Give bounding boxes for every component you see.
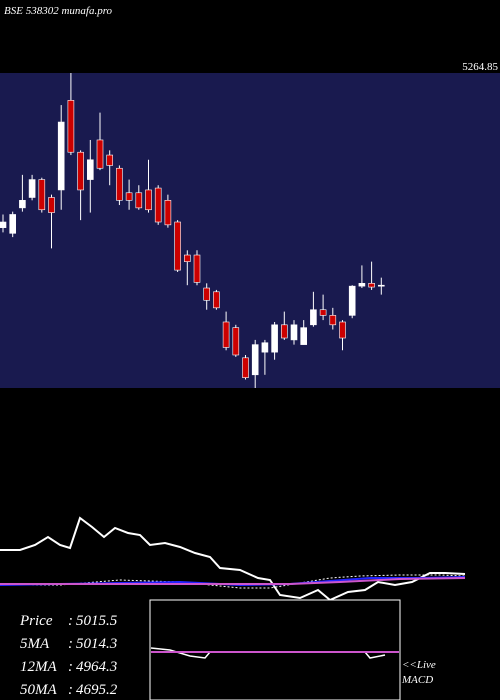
candle-body: [164, 200, 172, 226]
candle-body: [310, 309, 317, 326]
candle-body: [174, 221, 181, 271]
info-sep: :: [68, 659, 73, 675]
chart-title: BSE 538302 munafa.pro: [4, 5, 113, 17]
info-label: 12MA: [20, 659, 57, 675]
info-value: 4695.2: [76, 682, 118, 698]
macd-label: <<Live: [402, 659, 436, 671]
candle-body: [232, 327, 240, 356]
info-sep: :: [68, 636, 73, 652]
candle-body: [57, 121, 65, 191]
info-sep: :: [68, 613, 73, 629]
candle-body: [290, 324, 298, 341]
candle-body: [9, 214, 16, 234]
price-label: 5264.85: [462, 61, 498, 73]
candle-body: [280, 324, 288, 339]
candle-body: [261, 342, 269, 353]
candle-body: [368, 283, 375, 288]
candle-body: [193, 254, 201, 283]
candle-body: [0, 221, 7, 228]
indicator-line: [0, 516, 466, 602]
candle-body: [48, 197, 55, 213]
candle-body: [271, 324, 278, 353]
candle-body: [106, 154, 113, 166]
candle-body: [87, 159, 94, 180]
candle-body: [319, 309, 327, 316]
candle-body: [28, 179, 36, 198]
candle-body: [125, 192, 133, 201]
macd-box: [149, 599, 401, 700]
candle-body: [339, 321, 346, 339]
ma-line: [0, 577, 466, 585]
candle-body: [251, 344, 259, 376]
candle-body: [377, 284, 385, 287]
price-panel: [0, 73, 500, 388]
info-label: 5MA: [20, 636, 50, 652]
info-sep: :: [68, 682, 73, 698]
candle-body: [38, 179, 46, 211]
macd-title: MACD: [401, 674, 433, 686]
candle-body: [348, 285, 356, 316]
info-value: 5015.5: [76, 613, 118, 629]
info-label: Price: [19, 613, 53, 629]
candle-body: [213, 291, 220, 309]
info-label: 50MA: [20, 682, 57, 698]
candle-body: [145, 189, 152, 211]
candle-body: [19, 200, 26, 209]
candle-body: [154, 187, 162, 223]
candle-body: [67, 100, 75, 153]
candle-body: [96, 139, 104, 169]
info-value: 5014.3: [76, 636, 117, 652]
candle-body: [242, 357, 249, 378]
info-value: 4964.3: [76, 659, 117, 675]
candle-body: [77, 151, 84, 191]
candle-body: [203, 287, 210, 301]
candle-body: [135, 192, 143, 209]
candle-body: [358, 283, 366, 287]
candle-body: [116, 167, 123, 201]
candle-body: [329, 315, 337, 326]
candle-body: [184, 254, 191, 262]
candle-body: [222, 321, 230, 348]
candle-body: [300, 327, 308, 345]
signal-line: [0, 574, 466, 589]
